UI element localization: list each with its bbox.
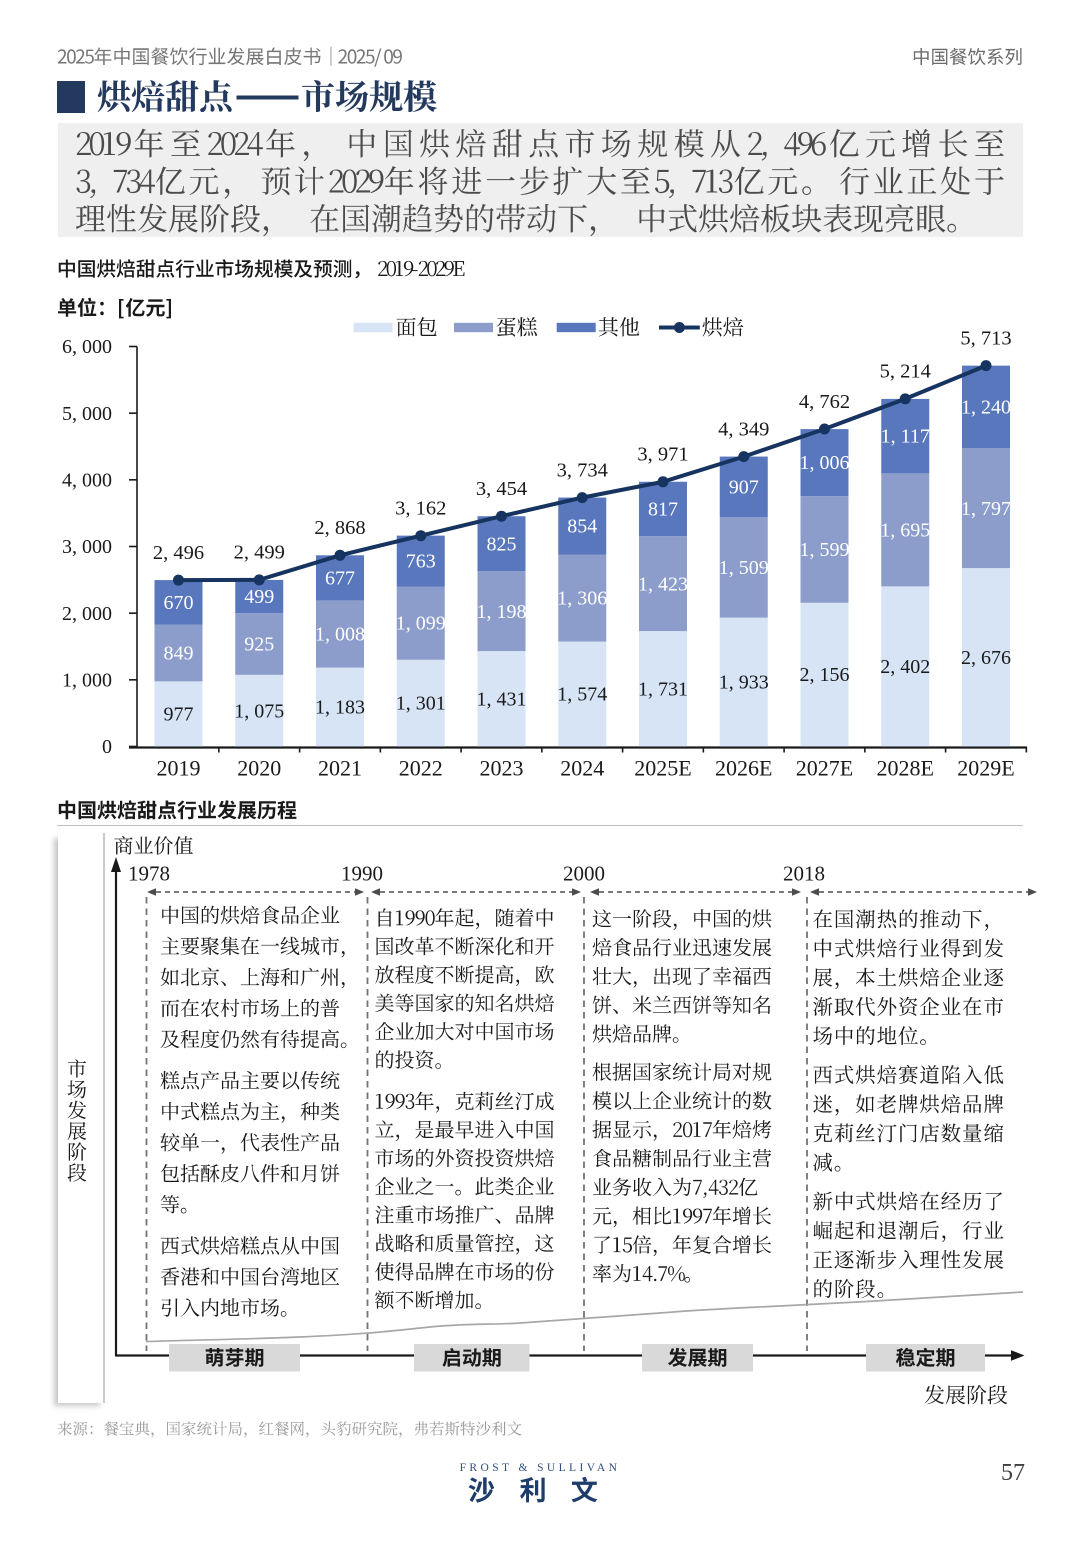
- svg-text:0: 0: [102, 736, 112, 758]
- svg-text:1978: 1978: [128, 862, 170, 886]
- svg-text:2029E: 2029E: [957, 756, 1014, 781]
- svg-text:1, 099: 1, 099: [396, 613, 446, 635]
- svg-text:5, 214: 5, 214: [880, 361, 931, 383]
- svg-text:677: 677: [325, 567, 355, 589]
- svg-text:1, 599: 1, 599: [800, 539, 850, 561]
- svg-text:1, 301: 1, 301: [396, 693, 446, 715]
- svg-text:1, 574: 1, 574: [557, 684, 607, 706]
- svg-text:5, 713: 5, 713: [960, 327, 1011, 349]
- svg-text:849: 849: [164, 643, 194, 665]
- svg-text:2, 000: 2, 000: [62, 603, 112, 625]
- svg-text:825: 825: [487, 533, 517, 555]
- svg-text:4, 762: 4, 762: [799, 391, 850, 413]
- svg-text:977: 977: [164, 704, 194, 726]
- svg-text:1, 509: 1, 509: [719, 557, 769, 579]
- svg-text:2028E: 2028E: [877, 756, 934, 781]
- svg-text:4, 000: 4, 000: [62, 469, 112, 491]
- svg-text:2021: 2021: [318, 756, 362, 781]
- svg-text:3, 162: 3, 162: [395, 498, 446, 520]
- svg-text:763: 763: [406, 551, 436, 573]
- svg-text:3, 454: 3, 454: [476, 478, 527, 500]
- svg-text:2, 402: 2, 402: [880, 656, 930, 678]
- svg-text:2, 868: 2, 868: [314, 517, 365, 539]
- svg-text:2018: 2018: [783, 862, 825, 886]
- svg-text:2, 156: 2, 156: [800, 664, 850, 686]
- svg-text:1, 117: 1, 117: [881, 426, 930, 448]
- svg-text:1, 933: 1, 933: [719, 672, 769, 694]
- svg-text:1, 423: 1, 423: [638, 573, 688, 595]
- svg-text:2019: 2019: [157, 756, 201, 781]
- svg-text:2, 676: 2, 676: [961, 647, 1011, 669]
- svg-text:2027E: 2027E: [796, 756, 853, 781]
- svg-text:4, 349: 4, 349: [718, 418, 769, 440]
- svg-text:6, 000: 6, 000: [62, 336, 112, 358]
- svg-text:5, 000: 5, 000: [62, 403, 112, 425]
- svg-text:FROST & SULLIVAN: FROST & SULLIVAN: [460, 1462, 621, 1474]
- svg-text:1, 306: 1, 306: [557, 588, 607, 610]
- svg-text:1, 198: 1, 198: [477, 601, 527, 623]
- svg-text:1, 240: 1, 240: [961, 397, 1011, 419]
- svg-text:1, 431: 1, 431: [477, 688, 527, 710]
- svg-text:925: 925: [244, 634, 274, 656]
- svg-text:3, 000: 3, 000: [62, 536, 112, 558]
- svg-text:2025E: 2025E: [634, 756, 691, 781]
- svg-text:2024: 2024: [560, 756, 604, 781]
- svg-text:499: 499: [244, 586, 274, 608]
- svg-text:1, 006: 1, 006: [800, 452, 850, 474]
- svg-text:854: 854: [567, 516, 597, 538]
- svg-text:2, 496: 2, 496: [153, 542, 204, 564]
- svg-text:2023: 2023: [480, 756, 524, 781]
- svg-text:2022: 2022: [399, 756, 443, 781]
- svg-text:57: 57: [1001, 1460, 1025, 1486]
- svg-text:1, 695: 1, 695: [880, 519, 930, 541]
- svg-text:817: 817: [648, 499, 678, 521]
- svg-text:670: 670: [164, 592, 194, 614]
- svg-text:1, 183: 1, 183: [315, 697, 365, 719]
- svg-text:1, 000: 1, 000: [62, 669, 112, 691]
- svg-text:2020: 2020: [237, 756, 281, 781]
- svg-text:1, 008: 1, 008: [315, 624, 365, 646]
- svg-text:1, 797: 1, 797: [961, 498, 1011, 520]
- svg-text:2, 499: 2, 499: [234, 542, 285, 564]
- svg-text:1990: 1990: [341, 862, 383, 886]
- svg-text:2026E: 2026E: [715, 756, 772, 781]
- svg-text:1, 075: 1, 075: [234, 700, 284, 722]
- svg-text:3, 971: 3, 971: [637, 444, 688, 466]
- svg-text:1, 731: 1, 731: [638, 678, 688, 700]
- svg-text:2000: 2000: [563, 862, 605, 886]
- svg-text:3, 734: 3, 734: [557, 459, 608, 481]
- svg-text:907: 907: [729, 476, 759, 498]
